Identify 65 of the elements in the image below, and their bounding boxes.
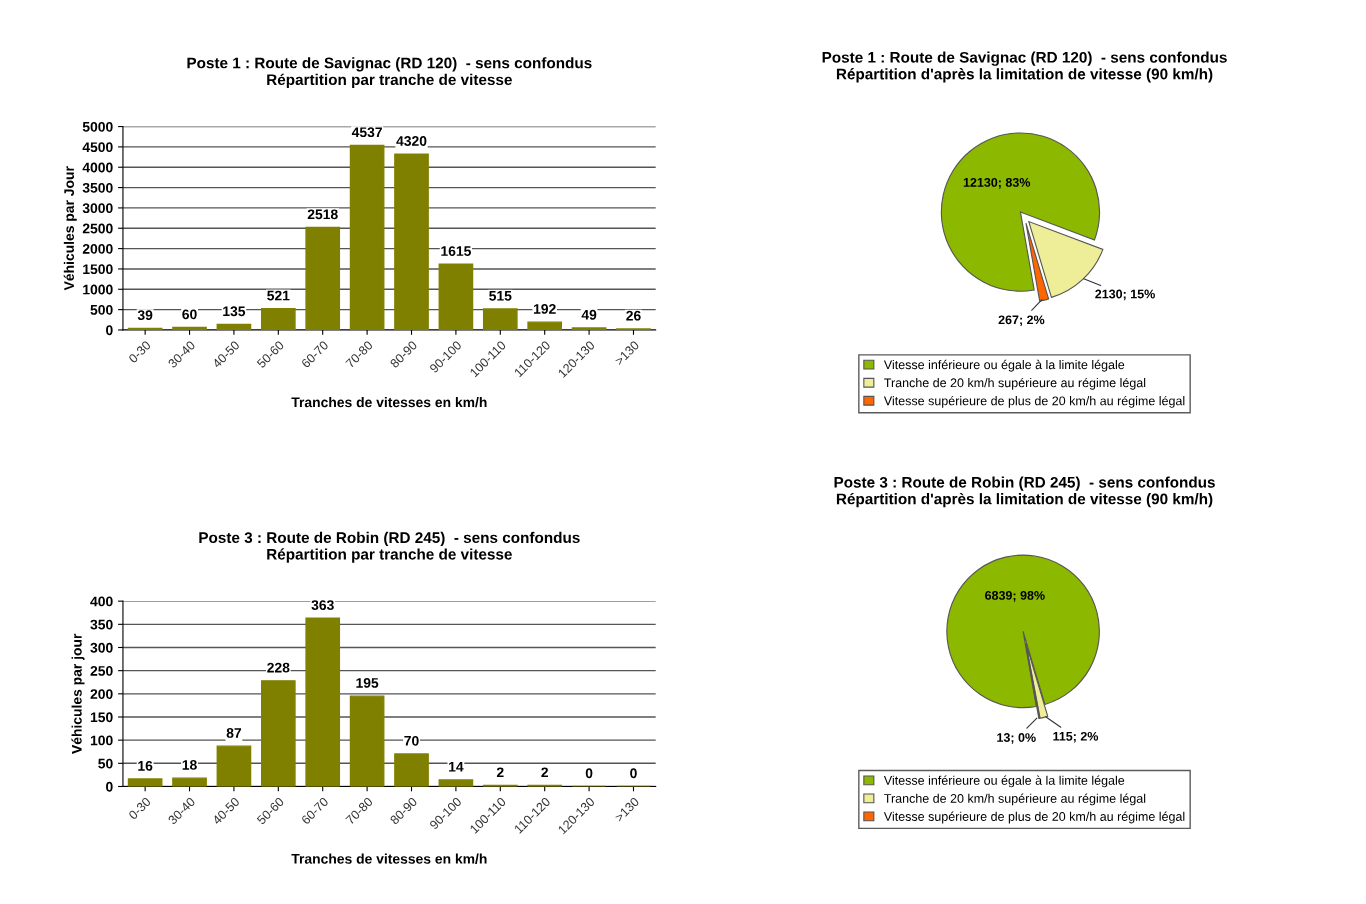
data-label: 192 [533, 304, 556, 314]
y-tick-label: 4000 [82, 162, 113, 173]
data-label: 4320 [396, 136, 427, 146]
x-axis-title: Tranches de vitesses en km/h [291, 853, 487, 864]
y-tick-label: 0 [106, 325, 113, 336]
legend-label: Tranche de 20 km/h supérieure au régime légal [884, 793, 1146, 806]
y-tick-label: 250 [90, 665, 113, 676]
data-label: 6839; 98% [985, 591, 1045, 602]
data-label: 1615 [441, 246, 471, 256]
y-axis-title: Véhicules par jour [71, 633, 85, 754]
data-label: 16 [138, 760, 153, 771]
data-label: 0 [630, 768, 637, 779]
y-tick-label: 1000 [83, 284, 113, 295]
data-label: 363 [311, 600, 334, 611]
data-label: 2518 [307, 209, 338, 220]
y-tick-label: 300 [90, 642, 113, 653]
data-label: 39 [137, 310, 153, 321]
y-tick-label: 2500 [82, 223, 113, 234]
x-axis-title: Tranches de vitesses en km/h [291, 397, 487, 408]
chart-title: Poste 3 : Route de Robin (RD 245) - sens confondus Répartition par tranche de vitesse [199, 531, 580, 563]
data-label: 18 [182, 760, 197, 770]
legend-label: Vitesse supérieure de plus de 20 km/h au régime légal [883, 395, 1185, 408]
data-label: 70 [404, 735, 419, 746]
y-tick-label: 400 [90, 596, 113, 607]
y-tick-label: 2000 [82, 243, 113, 254]
y-tick-label: 3500 [82, 182, 113, 193]
data-label: 267; 2% [998, 315, 1045, 327]
data-label: 87 [226, 728, 242, 738]
data-label: 2 [541, 767, 548, 778]
data-label: 115; 2% [1053, 731, 1099, 743]
data-label: 12130; 83% [963, 177, 1031, 189]
legend-label: Tranche de 20 km/h supérieure au régime légal [884, 377, 1146, 390]
data-label: 515 [489, 291, 512, 301]
y-tick-label: 3000 [82, 203, 113, 214]
data-label: 0 [585, 768, 593, 779]
chart-title: Poste 3 : Route de Robin (RD 245) - sens confondus Répartition d'après la limitation de vitesse (90 km/h) [834, 476, 1215, 508]
legend-label: Vitesse inférieure ou égale à la limite légale [883, 359, 1125, 372]
y-tick-label: 5000 [82, 121, 113, 132]
data-label: 26 [626, 310, 641, 321]
chart-title: Poste 1 : Route de Savignac (RD 120) - sens confondus Répartition d'après la limitation de vitesse (90 km/h) [822, 51, 1227, 83]
data-label: 60 [182, 309, 197, 320]
y-tick-label: 500 [90, 304, 113, 315]
y-tick-label: 350 [90, 619, 113, 630]
data-label: 135 [223, 306, 246, 317]
y-axis-title: Véhicules par Jour [63, 166, 77, 291]
data-label: 2 [496, 767, 504, 778]
y-tick-label: 100 [90, 735, 113, 746]
y-tick-label: 150 [90, 712, 113, 723]
chart-title: Poste 1 : Route de Savignac (RD 120) - sens confondus Répartition par tranche de vitesse [187, 57, 592, 89]
legend-label: Vitesse inférieure ou égale à la limite légale [883, 775, 1125, 788]
x-tick-label: 0-30 [128, 796, 152, 821]
y-tick-label: 0 [106, 781, 113, 792]
data-label: 521 [267, 290, 290, 301]
data-label: 228 [267, 662, 290, 673]
data-label: 2130; 15% [1095, 289, 1155, 301]
data-label: 4537 [351, 127, 382, 138]
y-tick-label: 200 [90, 689, 113, 699]
data-label: 195 [356, 678, 379, 688]
y-tick-label: 1500 [83, 264, 113, 275]
legend-label: Vitesse supérieure de plus de 20 km/h au régime légal [883, 811, 1185, 824]
data-label: 13; 0% [997, 733, 1036, 744]
y-tick-label: 4500 [82, 142, 113, 153]
y-tick-label: 50 [98, 758, 113, 769]
data-label: 14 [449, 762, 464, 772]
data-label: 49 [581, 309, 597, 320]
